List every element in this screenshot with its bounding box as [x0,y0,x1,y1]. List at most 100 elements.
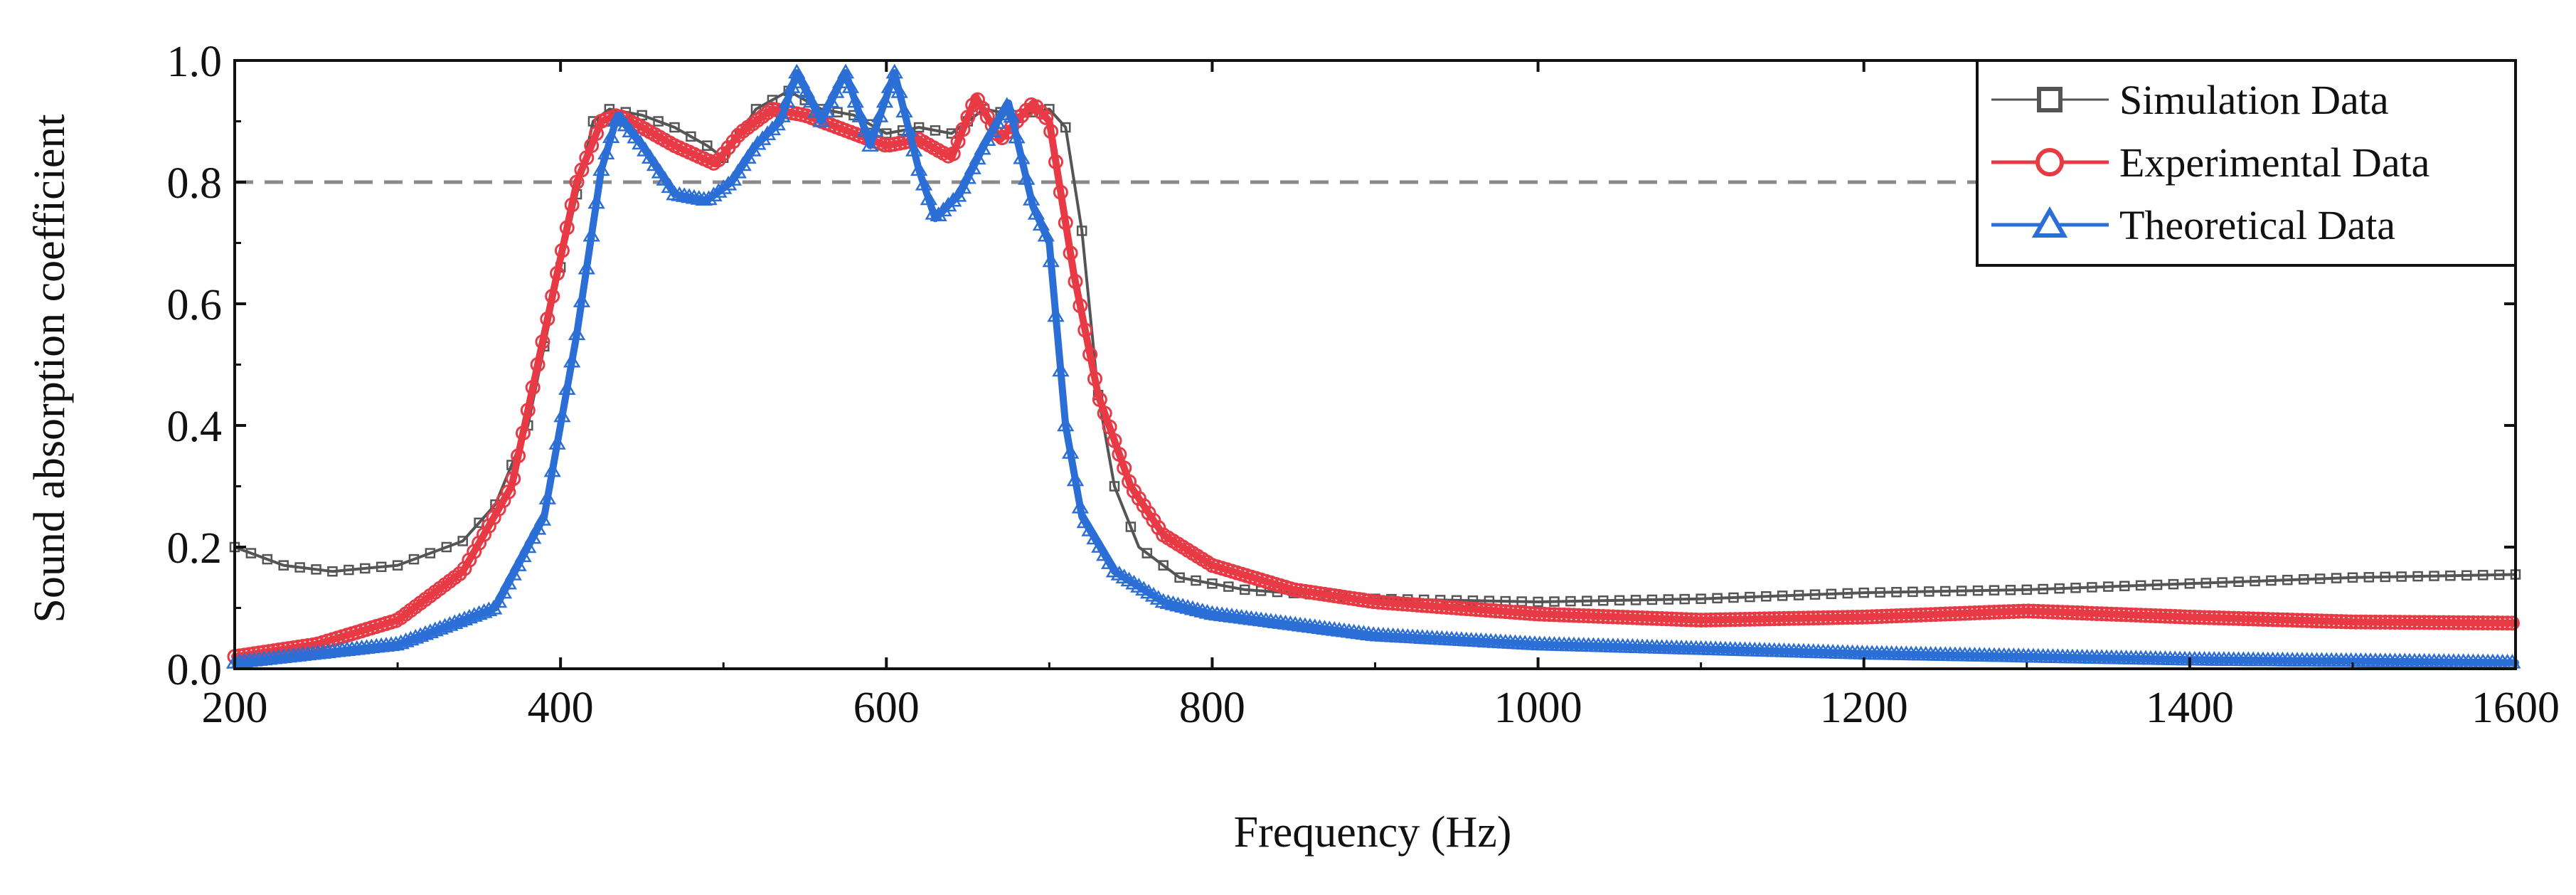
series-marker-circle [1762,611,1777,627]
series-marker-circle [2075,605,2090,621]
series-marker-circle [2084,605,2099,621]
series-marker-triangle [578,259,595,275]
series-marker-circle [2431,615,2447,630]
series-marker-circle [2299,613,2315,628]
series-marker-triangle [964,159,981,174]
series-marker-circle [554,243,570,258]
series-marker-circle [1390,595,1406,611]
series-marker-circle [955,122,971,137]
series-marker-triangle [582,226,600,242]
series-marker-circle [2187,610,2203,625]
series-marker-triangle [597,144,615,160]
series-marker-circle [1405,597,1420,613]
series-marker-circle [1733,612,1748,627]
series-marker-circle [1117,460,1132,476]
series-marker-triangle [1037,226,1055,242]
series-marker-triangle [1022,191,1040,206]
series-marker-triangle [768,115,786,131]
series-marker-triangle [1013,149,1031,164]
series-marker-triangle [680,188,698,203]
series-marker-circle [1683,612,1699,627]
series-marker-square [1207,578,1218,589]
series-marker-square [2461,570,2472,581]
series-marker-triangle [715,179,733,194]
series-marker-circle [2065,605,2080,620]
series-marker-square [2233,576,2244,587]
series-marker-circle [525,380,541,396]
series-marker-triangle [822,92,840,108]
series-marker-circle [1713,612,1728,627]
series-marker-circle [1898,608,1914,623]
series-marker-circle [1375,595,1391,610]
series-marker-square [360,563,371,574]
series-marker-square [1646,594,1658,605]
series-marker-circle [2260,612,2276,627]
series-experimental-data [227,92,2520,664]
series-marker-circle [2157,608,2173,624]
series-marker-circle [2475,615,2491,631]
series-marker-triangle [1061,444,1080,459]
series-marker-circle [1297,583,1313,599]
series-marker-circle [2461,615,2476,630]
series-marker-circle [1620,610,1636,625]
series-marker-triangle [739,149,757,164]
series-marker-square [1875,587,1885,598]
series-marker-square [2070,583,2081,593]
series-marker-circle [1498,604,1513,620]
series-marker-circle [2231,610,2247,626]
series-marker-triangle [788,63,806,79]
series-marker-circle [506,471,521,487]
series-marker-circle [1962,605,1978,621]
series-marker-circle [1097,406,1112,421]
series-marker-triangle [1032,216,1050,231]
series-marker-square [2363,572,2375,583]
series-marker-triangle [563,352,581,368]
series-marker-circle [1889,608,1905,624]
series-marker-circle [2162,608,2178,624]
series-marker-triangle [1100,554,1119,569]
series-marker-triangle [651,163,669,179]
series-marker-triangle [700,190,718,206]
series-marker-triangle [548,435,566,450]
series-marker-circle [950,134,966,149]
series-marker-circle [2031,603,2046,619]
series-marker-circle [1971,605,1987,620]
series-marker-circle [1947,606,1963,622]
series-marker-triangle [861,137,879,152]
series-marker-triangle [666,185,683,201]
series-marker-circle [1420,598,1435,613]
series-marker-circle [1728,612,1743,627]
series-marker-circle [2358,614,2373,630]
series-marker-triangle [979,131,996,146]
series-marker-circle [970,92,986,107]
x-tick-label: 1000 [1494,684,1582,732]
series-marker-circle [1830,610,1846,625]
series-marker-triangle [871,107,889,122]
series-marker-circle [486,509,501,525]
series-marker-square [1972,585,1984,596]
series-marker-circle [1864,609,1880,625]
series-marker-circle [1928,607,1944,623]
series-marker-square [1924,586,1934,597]
series-marker-circle [2123,607,2139,623]
series-marker-triangle [592,161,610,176]
series-marker-circle [1879,608,1895,624]
series-marker-circle [1708,612,1723,627]
series-marker-triangle [480,601,498,617]
series-marker-circle [2211,610,2227,626]
series-marker-circle [545,288,560,304]
series-marker-circle [1312,586,1328,601]
series-marker-triangle [1086,529,1104,545]
y-tick-label: 0.0 [167,646,223,694]
series-marker-triangle [524,529,542,544]
series-marker-square [392,560,403,571]
series-marker-circle [1380,595,1396,610]
series-marker-circle [1757,611,1772,627]
series-marker-square [2217,577,2228,588]
series-marker-circle [2368,614,2383,630]
series-marker-square [767,95,778,105]
series-marker-square [2445,570,2456,581]
series-marker-square [1565,595,1576,607]
series-marker-circle [1747,611,1762,627]
